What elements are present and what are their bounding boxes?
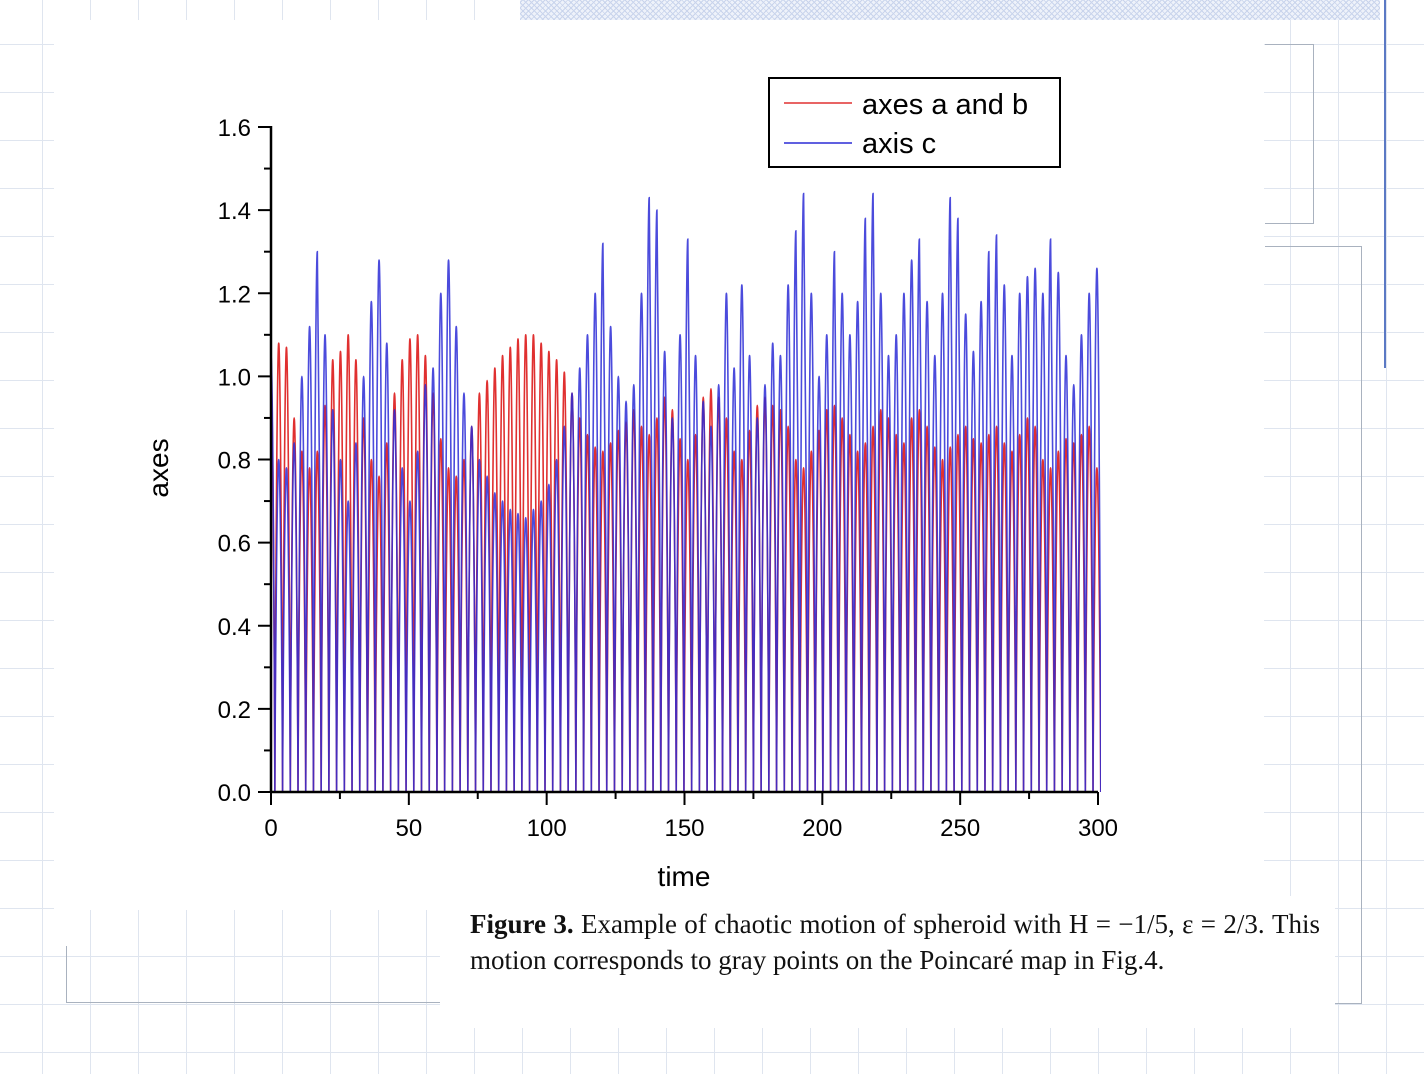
x-tick-label: 200 (802, 815, 842, 842)
x-tick-label: 100 (527, 815, 567, 842)
header-hatch-band (520, 0, 1380, 20)
y-tick-label: 0.8 (218, 448, 251, 475)
decorative-bracket-bottom-left (66, 946, 447, 1003)
x-tick-label: 50 (395, 815, 422, 842)
y-tick-label: 1.0 (218, 364, 251, 391)
y-axis-label: axes (143, 438, 174, 497)
y-tick-label: 0.2 (218, 697, 251, 724)
y-tick-label: 1.2 (218, 281, 251, 308)
decorative-vertical-line (1384, 0, 1386, 368)
caption-text: Example of chaotic motion of spheroid wi… (470, 909, 1320, 975)
y-tick-label: 0.0 (218, 780, 251, 807)
x-tick-label: 0 (264, 815, 277, 842)
legend-box (768, 77, 1061, 168)
x-tick-label: 300 (1078, 815, 1118, 842)
caption-panel (440, 896, 1335, 1028)
x-tick-label: 250 (940, 815, 980, 842)
legend-label-axes-a-b: axes a and b (862, 89, 1028, 121)
legend: axes a and b axis c (768, 77, 1061, 168)
figure-caption: Figure 3. Example of chaotic motion of s… (470, 906, 1320, 978)
y-tick-label: 0.6 (218, 531, 251, 558)
y-tick-label: 1.4 (218, 198, 251, 225)
y-tick-label: 1.6 (218, 115, 251, 142)
series-line-1 (271, 192, 1101, 793)
legend-label-axis-c: axis c (862, 128, 936, 160)
x-tick-label: 150 (664, 815, 704, 842)
x-axis-label: time (658, 861, 711, 892)
decorative-bracket-top-right (1265, 44, 1314, 224)
y-tick-label: 0.4 (218, 614, 251, 641)
caption-label: Figure 3. (470, 909, 574, 939)
